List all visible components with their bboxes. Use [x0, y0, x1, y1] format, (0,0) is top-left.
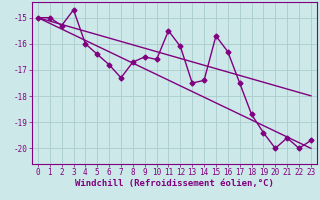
X-axis label: Windchill (Refroidissement éolien,°C): Windchill (Refroidissement éolien,°C): [75, 179, 274, 188]
